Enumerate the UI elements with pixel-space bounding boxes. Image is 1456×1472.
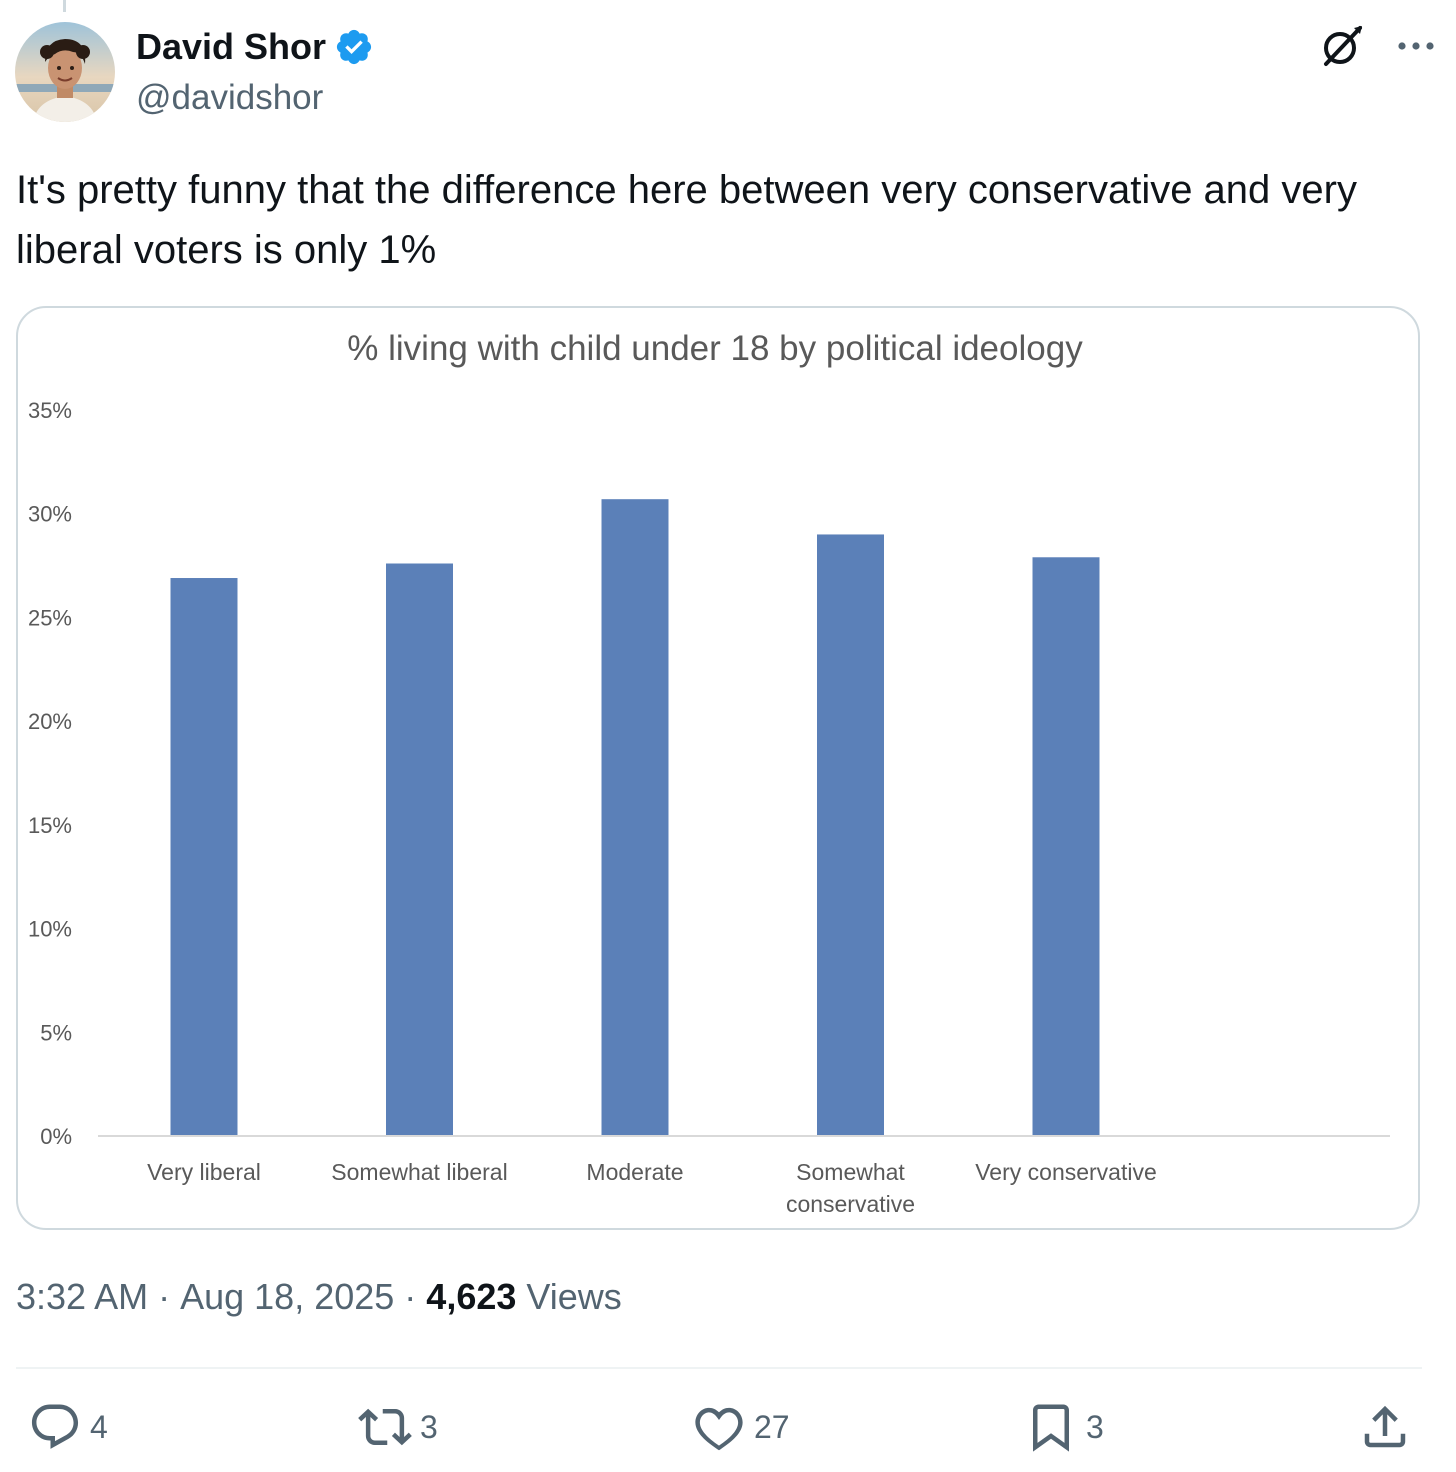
author-name-row[interactable]: David Shor <box>136 26 374 68</box>
share-button[interactable] <box>1358 1400 1412 1454</box>
views-count[interactable]: 4,623 <box>426 1276 517 1317</box>
tweet-time[interactable]: 3:32 AM <box>16 1276 149 1317</box>
like-count: 27 <box>754 1408 790 1445</box>
y-tick-label: 20% <box>28 709 72 734</box>
tweet-meta: 3:32 AM · Aug 18, 2025 · 4,623 Views <box>16 1276 622 1318</box>
views-label: Views <box>526 1276 622 1317</box>
thread-connector <box>63 0 66 12</box>
avatar[interactable] <box>15 22 115 122</box>
bookmark-icon <box>1033 1404 1069 1452</box>
divider <box>16 1367 1422 1369</box>
x-category-label: Moderate <box>586 1159 683 1185</box>
bar-somewhat-liberal <box>386 563 453 1136</box>
reply-button[interactable]: 4 <box>28 1400 108 1454</box>
repost-button[interactable]: 3 <box>358 1400 438 1454</box>
y-tick-label: 10% <box>28 917 72 942</box>
meta-separator-2: · <box>394 1276 427 1317</box>
bar-somewhat-conservative <box>817 534 884 1136</box>
y-tick-label: 5% <box>40 1020 72 1045</box>
reply-icon <box>31 1404 79 1449</box>
like-icon <box>695 1407 743 1451</box>
repost-count: 3 <box>420 1408 438 1445</box>
bar-moderate <box>601 499 669 1136</box>
x-category-label: Somewhat liberal <box>331 1159 507 1185</box>
meta-separator: · <box>148 1276 181 1317</box>
tweet-top-actions <box>1318 22 1438 70</box>
more-icon[interactable] <box>1394 24 1438 68</box>
tweet-date[interactable]: Aug 18, 2025 <box>180 1276 395 1317</box>
tweet-text: It's pretty funny that the difference he… <box>16 168 1357 272</box>
y-tick-label: 15% <box>28 813 72 838</box>
chart-title: % living with child under 18 by politica… <box>347 329 1083 368</box>
bookmark-button[interactable]: 3 <box>1024 1400 1104 1454</box>
repost-icon <box>358 1408 412 1446</box>
y-tick-label: 25% <box>28 605 72 630</box>
bar-very-conservative <box>1032 557 1100 1136</box>
like-button[interactable]: 27 <box>692 1400 790 1454</box>
x-category-label: Somewhat conservative <box>786 1159 915 1217</box>
y-tick-label: 35% <box>28 398 72 423</box>
avatar-image <box>15 22 115 122</box>
display-name[interactable]: David Shor <box>136 26 327 67</box>
share-icon <box>1364 1405 1406 1448</box>
x-category-label: Very liberal <box>147 1159 261 1185</box>
bookmark-count: 3 <box>1086 1408 1104 1445</box>
bar-very-liberal <box>170 578 238 1136</box>
bar-chart: % living with child under 18 by politica… <box>28 329 1390 1217</box>
verified-badge-icon[interactable] <box>334 27 374 67</box>
y-tick-label: 0% <box>40 1124 72 1149</box>
author-handle[interactable]: @davidshor <box>136 78 324 117</box>
x-category-label: Very conservative <box>975 1159 1157 1185</box>
reply-count: 4 <box>90 1408 108 1445</box>
tweet-media-chart[interactable]: % living with child under 18 by politica… <box>16 306 1420 1230</box>
y-tick-label: 30% <box>28 502 72 527</box>
grok-icon[interactable] <box>1318 22 1366 70</box>
